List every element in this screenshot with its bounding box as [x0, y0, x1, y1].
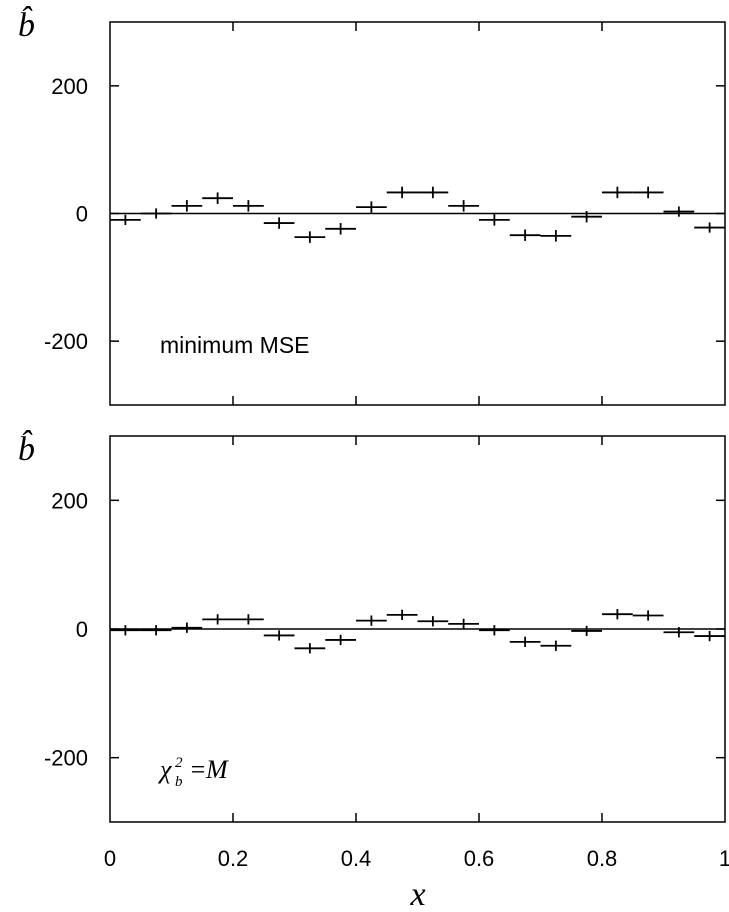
bottom-data-point: [110, 625, 141, 636]
bottom-y-tick-label: -200: [44, 746, 88, 771]
svg-text:2: 2: [175, 755, 183, 771]
bottom-data-point: [325, 634, 356, 646]
top-data-point: [294, 231, 326, 243]
top-panel: b̂ minimum MSE 200 0 -200: [18, 5, 726, 406]
top-data-point: [263, 217, 295, 229]
bottom-data-point: [448, 618, 479, 629]
bottom-data-point: [356, 615, 387, 626]
bottom-data-point: [632, 610, 664, 621]
bottom-x-tick-label: 1: [719, 846, 729, 871]
top-data-point: [448, 200, 479, 212]
bottom-data-point: [233, 614, 264, 625]
bottom-y-tick-label: 200: [51, 488, 88, 513]
top-data-point: [479, 214, 510, 226]
bottom-data-point: [509, 636, 541, 648]
top-y-axis-label: b̂: [18, 5, 35, 44]
top-data-point: [171, 200, 203, 212]
bottom-data-point: [694, 630, 725, 642]
bottom-data-point: [386, 609, 418, 620]
top-data-point: [632, 186, 664, 199]
top-data-point: [571, 210, 602, 223]
bottom-annotation-chi-squared: χ 2 b = M: [157, 755, 229, 790]
bottom-data-point: [663, 627, 695, 638]
svg-text:=: =: [189, 755, 207, 784]
top-data-point: [202, 192, 233, 204]
top-data-point: [509, 229, 541, 241]
top-y-tick-label: -200: [44, 329, 88, 354]
bottom-data-point: [294, 643, 326, 654]
top-data-point: [694, 222, 725, 233]
bottom-x-tick-label: 0: [104, 846, 116, 871]
bottom-y-axis-label: b̂: [18, 429, 35, 468]
top-y-tick-label: 200: [51, 74, 88, 99]
bottom-x-tick-label: 0.6: [464, 846, 495, 871]
top-data-point: [417, 186, 449, 199]
bottom-data-point: [571, 625, 602, 637]
bottom-x-tick-label: 0.8: [587, 846, 618, 871]
bottom-x-tick-label: 0.4: [341, 846, 372, 871]
bottom-data-point: [540, 640, 572, 651]
top-annotation-minimum-mse: minimum MSE: [160, 332, 310, 358]
top-data-point: [140, 208, 172, 219]
bottom-data-point: [140, 625, 172, 636]
svg-text:b: b: [175, 774, 183, 790]
bottom-panel: b̂ χ 2 b = M x 200 0 -200 0 0.2 0.4 0.6 0.8 1: [18, 429, 729, 912]
svg-text:M: M: [205, 755, 229, 784]
svg-text:χ: χ: [157, 755, 172, 784]
top-data-point: [386, 186, 418, 199]
bottom-data-point: [479, 625, 510, 636]
bottom-data-point: [263, 630, 295, 641]
top-data-point: [356, 201, 387, 213]
top-data-point: [602, 186, 633, 199]
bottom-data-point: [602, 609, 633, 620]
top-data-point: [540, 230, 572, 242]
bottom-x-tick-label: 0.2: [218, 846, 249, 871]
x-axis-label: x: [409, 876, 425, 912]
top-data-point: [325, 223, 356, 235]
top-y-tick-label: 0: [76, 202, 88, 227]
top-data-point: [110, 214, 141, 225]
bottom-data-point: [202, 614, 233, 625]
bottom-data-point: [417, 616, 449, 627]
top-data-point: [233, 200, 264, 212]
bottom-y-tick-label: 0: [76, 617, 88, 642]
top-data-point: [663, 206, 695, 217]
bottom-data-point: [171, 622, 203, 633]
